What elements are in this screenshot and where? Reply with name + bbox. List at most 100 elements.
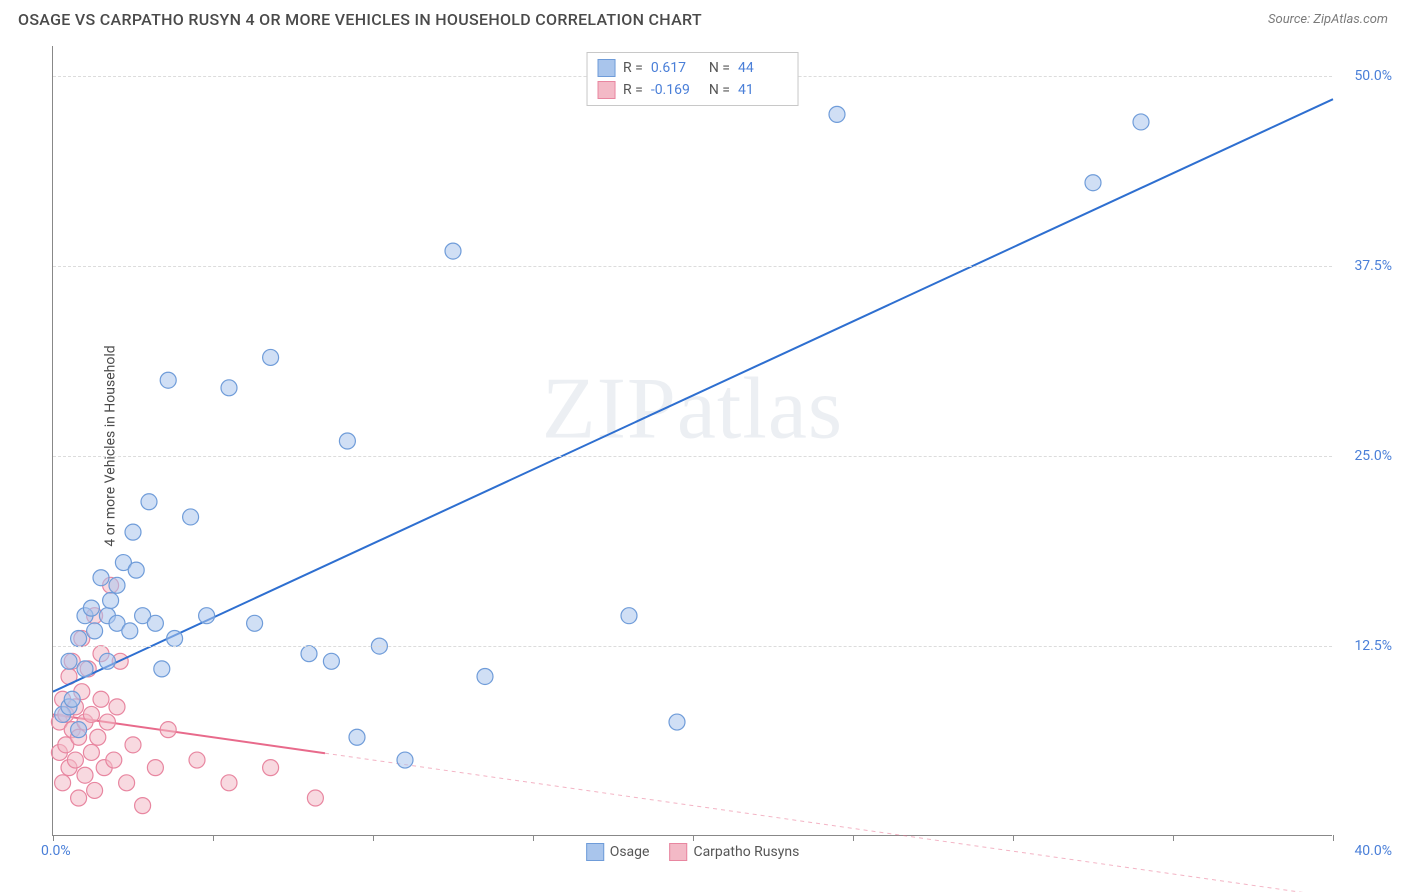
carpatho-point [307, 790, 323, 806]
carpatho-point [67, 752, 83, 768]
osage-trendline [53, 99, 1333, 692]
r-label: R = [623, 60, 643, 76]
swatch-carpatho [597, 81, 615, 99]
carpatho-point [87, 782, 103, 798]
osage-point [61, 653, 77, 669]
osage-point [183, 509, 199, 525]
osage-point [77, 661, 93, 677]
legend-row-osage: R = 0.617 N = 44 [597, 57, 788, 79]
osage-point [301, 646, 317, 662]
osage-point [445, 243, 461, 259]
chart-plot-area: ZIPatlas R = 0.617 N = 44 R = -0.169 N =… [52, 46, 1332, 836]
osage-point [141, 494, 157, 510]
osage-point [199, 608, 215, 624]
osage-point [621, 608, 637, 624]
x-tick [373, 835, 374, 841]
osage-point [829, 106, 845, 122]
x-axis-max-label: 40.0% [1354, 843, 1392, 859]
osage-point [477, 668, 493, 684]
carpatho-point [125, 737, 141, 753]
osage-point [64, 691, 80, 707]
carpatho-point [106, 752, 122, 768]
y-tick-label: 50.0% [1354, 68, 1392, 84]
osage-point [160, 372, 176, 388]
osage-point [71, 631, 87, 647]
carpatho-point [90, 729, 106, 745]
swatch-osage [597, 59, 615, 77]
swatch-osage-icon [586, 843, 604, 861]
osage-point [83, 600, 99, 616]
carpatho-point [83, 744, 99, 760]
n-value-carpatho: 41 [738, 82, 788, 98]
r-label: R = [623, 82, 643, 98]
x-tick [693, 835, 694, 841]
legend-row-carpatho: R = -0.169 N = 41 [597, 79, 788, 101]
carpatho-point [135, 798, 151, 814]
carpatho-point [147, 760, 163, 776]
x-tick [213, 835, 214, 841]
x-tick [1333, 835, 1334, 841]
osage-point [93, 570, 109, 586]
carpatho-point [263, 760, 279, 776]
legend-label-osage: Osage [610, 844, 650, 860]
carpatho-point [93, 691, 109, 707]
osage-point [128, 562, 144, 578]
gridline [53, 456, 1332, 457]
chart-title: OSAGE VS CARPATHO RUSYN 4 OR MORE VEHICL… [18, 10, 702, 29]
carpatho-point [83, 706, 99, 722]
legend-item-osage: Osage [586, 843, 650, 861]
x-tick [853, 835, 854, 841]
osage-point [154, 661, 170, 677]
carpatho-point [99, 714, 115, 730]
swatch-carpatho-icon [669, 843, 687, 861]
x-tick [53, 835, 54, 841]
series-legend: Osage Carpatho Rusyns [586, 843, 800, 861]
carpatho-point [119, 775, 135, 791]
source-attribution: Source: ZipAtlas.com [1268, 12, 1388, 27]
carpatho-point [189, 752, 205, 768]
r-value-carpatho: -0.169 [651, 82, 701, 98]
osage-point [323, 653, 339, 669]
osage-point [349, 729, 365, 745]
osage-point [1133, 114, 1149, 130]
gridline [53, 646, 1332, 647]
osage-point [669, 714, 685, 730]
osage-point [99, 653, 115, 669]
osage-point [103, 593, 119, 609]
osage-point [339, 433, 355, 449]
legend-label-carpatho: Carpatho Rusyns [693, 844, 799, 860]
carpatho-point [109, 699, 125, 715]
carpatho-trendline-extrapolated [325, 753, 1333, 892]
r-value-osage: 0.617 [651, 60, 701, 76]
carpatho-point [55, 775, 71, 791]
n-label: N = [709, 82, 730, 98]
x-tick [533, 835, 534, 841]
carpatho-point [221, 775, 237, 791]
osage-point [122, 623, 138, 639]
osage-point [167, 631, 183, 647]
osage-point [109, 577, 125, 593]
y-tick-label: 25.0% [1354, 448, 1392, 464]
osage-point [71, 722, 87, 738]
n-label: N = [709, 60, 730, 76]
y-tick-label: 12.5% [1354, 638, 1392, 654]
osage-point [221, 380, 237, 396]
osage-point [263, 349, 279, 365]
osage-point [1085, 175, 1101, 191]
gridline [53, 266, 1332, 267]
n-value-osage: 44 [738, 60, 788, 76]
x-axis-min-label: 0.0% [41, 843, 71, 859]
osage-point [397, 752, 413, 768]
carpatho-point [77, 767, 93, 783]
carpatho-point [71, 790, 87, 806]
legend-item-carpatho: Carpatho Rusyns [669, 843, 799, 861]
y-tick-label: 37.5% [1354, 258, 1392, 274]
x-tick [1173, 835, 1174, 841]
carpatho-point [160, 722, 176, 738]
correlation-legend: R = 0.617 N = 44 R = -0.169 N = 41 [586, 52, 799, 106]
osage-point [87, 623, 103, 639]
x-tick [1013, 835, 1014, 841]
osage-point [247, 615, 263, 631]
osage-point [147, 615, 163, 631]
scatter-svg [53, 46, 1332, 835]
